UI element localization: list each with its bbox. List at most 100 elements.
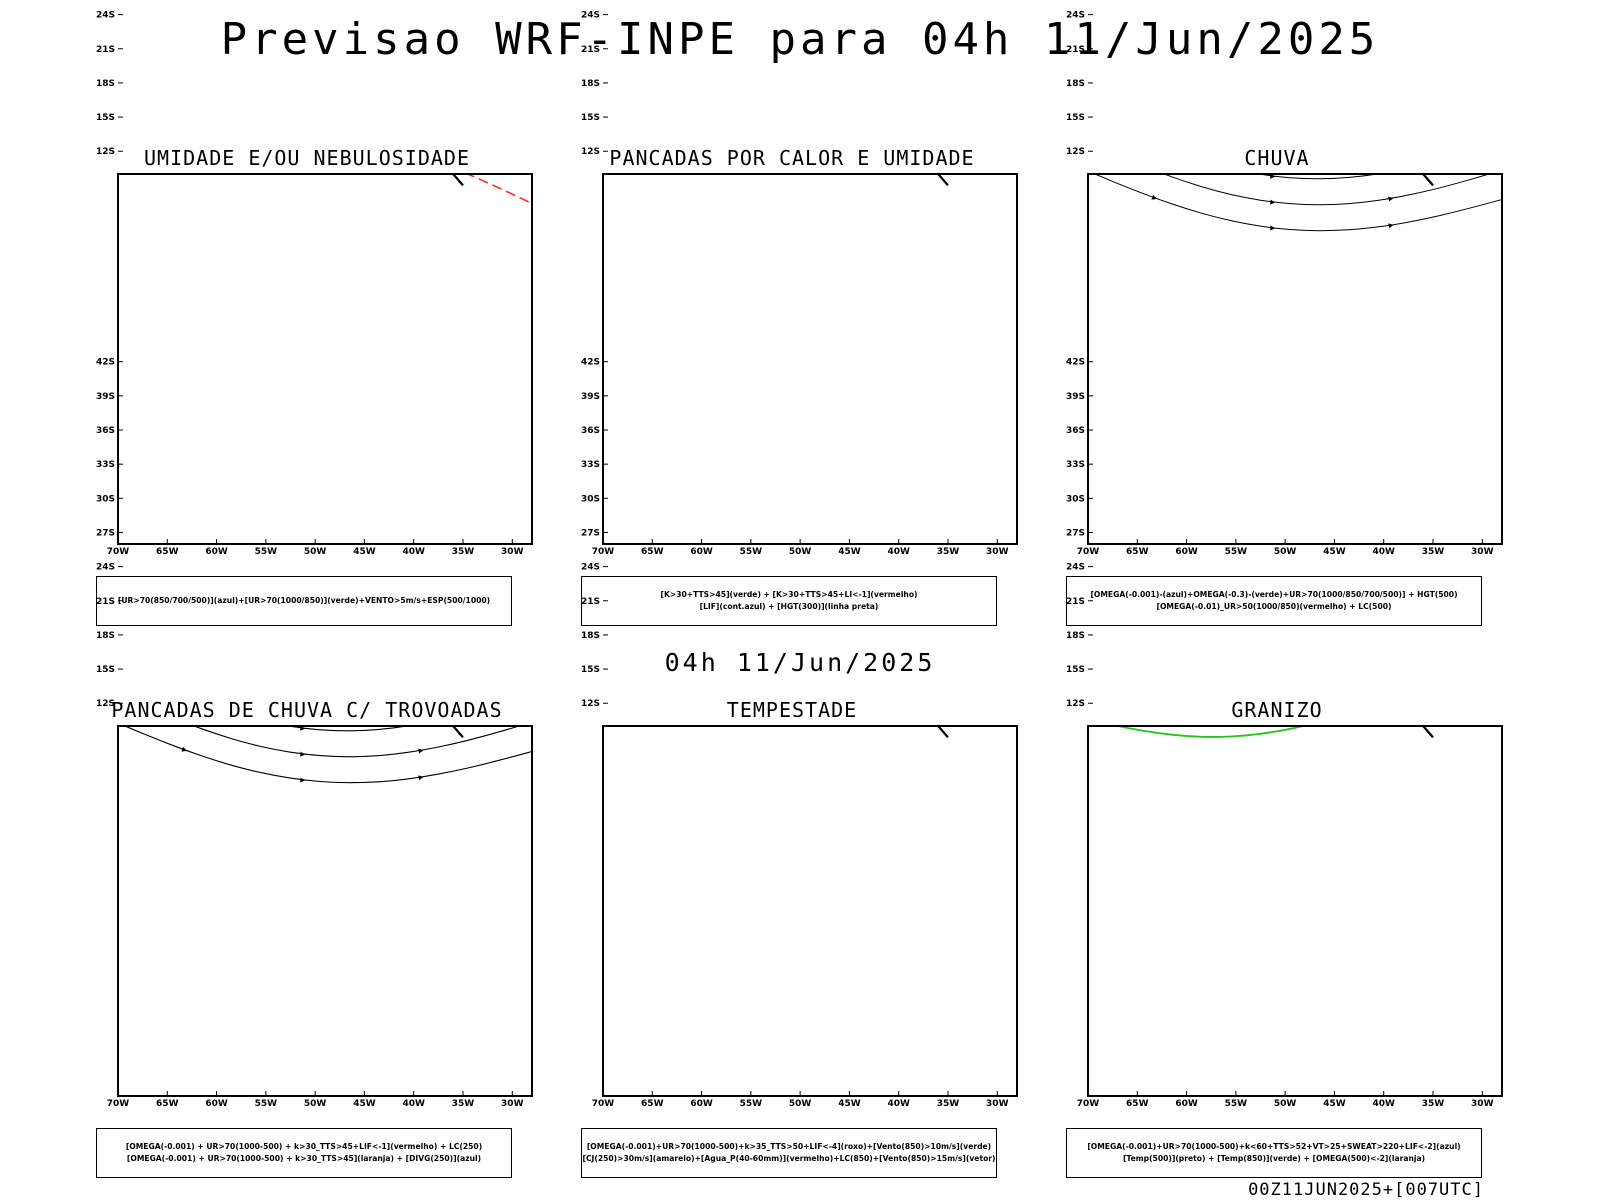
red-rain-area — [1122, 92, 1138, 102]
teal-convection-area — [872, 87, 897, 109]
red-rain-area — [1168, 127, 1183, 139]
lat-tick-label: 12S — [1066, 147, 1085, 157]
legend-line: [K>30+TTS>45](verde) + [K>30+TTS>45+LI<-… — [660, 590, 918, 599]
lat-tick-label: 12S — [96, 699, 115, 709]
lat-tick-label: 18S — [1066, 79, 1085, 89]
red-rain-area — [1299, 5, 1305, 11]
red-rain-area — [1087, 88, 1101, 101]
red-rain-area — [1421, 117, 1432, 130]
streamline-arrow — [1388, 196, 1394, 202]
red-unstable-area — [922, 69, 931, 82]
blue-rain-area — [1133, 135, 1147, 142]
lat-tick-label: 24S — [1066, 11, 1085, 21]
green-wind-area — [1010, 574, 1018, 580]
blue-rain-area — [1095, 113, 1106, 121]
teal-convection-area — [888, 73, 901, 83]
lat-tick-label: 42S — [1066, 358, 1085, 368]
lon-tick-label: 45W — [838, 1099, 861, 1109]
red-rain-area — [1454, 67, 1468, 77]
panel-legend: [OMEGA(-0.001)-(azul)+OMEGA(-0.3)-(verde… — [1066, 576, 1482, 626]
panel-title: PANCADAS POR CALOR E UMIDADE — [609, 146, 975, 170]
panel-granizo: GRANIZO -9 -12 -12 -15 -18 -21 -24 -27 -30 16 16 12… — [1062, 358, 1503, 1190]
teal-convection-area — [790, 109, 812, 126]
contour-label: 9600 — [829, 101, 850, 110]
streamline-arrow — [418, 640, 424, 646]
contour-label-bg — [830, 100, 850, 109]
blue-rain-area — [1127, 119, 1139, 129]
red-unstable-area — [912, 75, 921, 87]
teal-convection-area — [799, 83, 818, 94]
panel-title: GRANIZO — [1231, 698, 1323, 722]
lon-tick-label: 40W — [1372, 547, 1395, 557]
blue-lif-contour — [588, 99, 602, 108]
teal-convection-area — [797, 89, 813, 104]
teal-convection-area — [785, 82, 802, 101]
streamline — [1093, 174, 1502, 232]
teal-convection-area — [778, 83, 797, 100]
legend-line: [UR>70(850/700/500)](azul)+[UR>70(1000/8… — [117, 596, 491, 605]
teal-convection-area — [844, 99, 867, 115]
panel-legend: [OMEGA(-0.001) + UR>70(1000-500) + k>30_… — [96, 1128, 512, 1178]
teal-convection-area — [795, 73, 816, 86]
legend-line: [OMEGA(-0.01)_UR>50(1000/850)(vermelho) … — [1156, 602, 1392, 611]
blue-lif-contour — [629, 0, 643, 1]
green-wind-area — [1006, 580, 1013, 587]
streamline — [1068, 0, 1512, 3]
legend-line: [Temp(500)](preto) + [Temp(850)](verde) … — [1122, 1154, 1426, 1163]
teal-convection-area — [749, 105, 761, 121]
lon-tick-label: 35W — [1422, 547, 1445, 557]
lon-tick-label: 65W — [156, 1099, 179, 1109]
lon-tick-label: 30W — [986, 547, 1009, 557]
contour-label: 1016 — [275, 95, 296, 104]
streamline-arrow — [1270, 70, 1275, 75]
legend-line: [OMEGA(-0.001) + UR>70(1000-500) + k>30_… — [125, 1142, 483, 1151]
red-unstable-area — [900, 75, 918, 89]
map-frame — [117, 173, 533, 545]
red-rain-area — [1437, 103, 1444, 115]
blue-rain-area — [1389, 74, 1396, 79]
streamline-arrow — [1270, 0, 1275, 4]
orange-storm-area — [430, 641, 435, 645]
lon-tick-label: 65W — [1126, 1099, 1149, 1109]
lon-tick-label: 30W — [986, 1099, 1009, 1109]
panel-title: PANCADAS DE CHUVA C/ TROVOADAS — [111, 698, 503, 722]
green-humidity-contour — [388, 1, 405, 11]
contour-label: 570 — [357, 95, 373, 104]
lat-tick-label: 33S — [96, 460, 115, 470]
lat-tick-label: 15S — [581, 113, 600, 123]
teal-convection-area — [836, 92, 857, 105]
green-humidity-contour — [145, 0, 162, 7]
red-rain-area — [1384, 70, 1395, 79]
panel-legend: [OMEGA(-0.001)+UR>70(1000-500)+k>35_TTS>… — [581, 1128, 997, 1178]
red-rain-area — [1458, 82, 1466, 93]
blue-rain-area — [1112, 104, 1126, 115]
green-humidity-contour — [454, 118, 471, 128]
lat-tick-label: 27S — [1066, 528, 1085, 538]
lat-tick-label: 24S — [581, 563, 600, 573]
lat-tick-label: 12S — [581, 147, 600, 157]
contour-label-bg — [1374, 0, 1394, 1]
green-wind-area — [1011, 559, 1022, 567]
red-rain-area — [1115, 102, 1123, 116]
blue-rain-area — [1380, 75, 1389, 82]
teal-convection-area — [783, 98, 795, 112]
teal-convection-area — [852, 96, 872, 113]
red-rain-area — [1202, 121, 1207, 128]
lat-tick-label: 21S — [1066, 45, 1085, 55]
blue-rain-area — [1380, 70, 1390, 75]
green-humidity-contour — [326, 81, 343, 91]
contour-label-bg — [404, 5, 424, 14]
panel-title: TEMPESTADE — [726, 698, 858, 722]
lon-tick-label: 55W — [740, 1099, 763, 1109]
map-layer — [123, 640, 532, 784]
blue-lif-contour — [616, 106, 630, 115]
lat-tick-label: 12S — [1066, 699, 1085, 709]
lat-tick-label: 18S — [96, 79, 115, 89]
streamline-arrow — [418, 775, 424, 781]
lat-tick-label: 15S — [1066, 665, 1085, 675]
red-rain-area — [1399, 101, 1416, 115]
lon-tick-label: 30W — [1471, 1099, 1494, 1109]
red-rain-area — [1181, 93, 1200, 106]
teal-convection-area — [884, 63, 911, 86]
